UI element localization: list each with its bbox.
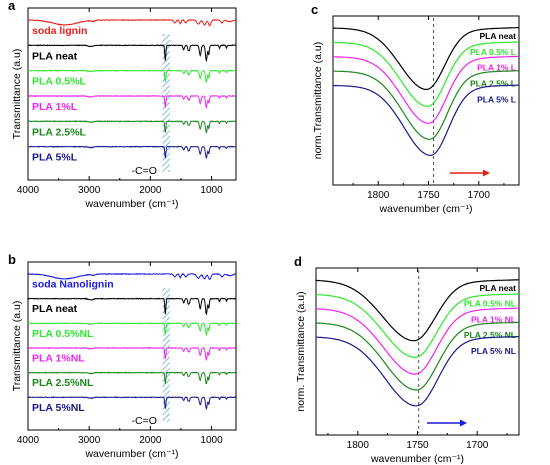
series-label: PLA 5% NL xyxy=(471,346,516,356)
spectrum-line xyxy=(316,293,519,358)
spectrum-line xyxy=(316,336,519,407)
spectrum-line xyxy=(27,272,237,280)
y-axis-label: Transmittance (a.u) xyxy=(11,49,23,140)
plot-frame xyxy=(332,15,520,186)
series-label: PLA 0.5% NL xyxy=(464,299,516,309)
spectrum-line xyxy=(333,27,519,90)
panel-letter: b xyxy=(8,252,16,267)
shift-arrow-head xyxy=(483,169,490,177)
series-label: PLA neat xyxy=(32,303,78,315)
x-axis-label: wavenumber (cm⁻¹) xyxy=(84,198,178,210)
series-label: PLA neat xyxy=(32,50,78,62)
plot-frame xyxy=(27,7,237,181)
panel-a: 4000 3000 2000 1000 soda lignin PLA neat PLA 0… xyxy=(8,0,237,210)
spectrum-line xyxy=(333,55,520,124)
plot-frame xyxy=(27,261,237,431)
panel-b: 4000 3000 2000 1000 soda Nanolignin PLA neat P… xyxy=(8,252,237,460)
spectrum-line xyxy=(27,18,236,27)
series-label: PLA 2.5% L xyxy=(470,79,516,89)
x-axis-label: wavenumber (cm⁻¹) xyxy=(378,203,472,215)
series-label: PLA 5% L xyxy=(477,94,516,104)
spectrum-line xyxy=(27,396,237,411)
y-axis-label: norm.Transmittance (a.u) xyxy=(312,42,324,159)
x-tick-label: 1700 xyxy=(468,190,491,201)
x-tick-label: 1000 xyxy=(200,435,223,446)
y-axis-label: norm. Transmittance (a.u) xyxy=(295,291,307,411)
panel-letter: d xyxy=(294,254,302,269)
spectrum-line xyxy=(315,321,519,391)
series-label: PLA neat xyxy=(479,283,516,293)
spectrum-line xyxy=(315,279,519,342)
series-label: PLA 1% L xyxy=(477,63,516,73)
spectrum-line xyxy=(28,297,236,316)
series-label: soda Nanolignin xyxy=(32,279,114,291)
x-tick-label: 3000 xyxy=(78,435,101,446)
series-label: PLA 2.5% NL xyxy=(464,330,516,340)
spectrum-line xyxy=(27,145,236,159)
panel-d: 1800 1750 1700 PLA neat PLA 0.5% NL PLA 1% NL… xyxy=(294,254,520,465)
series-label: PLA 5%NL xyxy=(32,402,85,414)
panel-c: 1800 1750 1700 PLA neat PLA 0.5% L PLA 1% L PL… xyxy=(311,2,520,215)
x-tick-label: 4000 xyxy=(17,435,40,446)
x-tick-label: 1700 xyxy=(466,440,489,451)
spectrum-line xyxy=(27,346,237,362)
series-label: PLA 1%NL xyxy=(32,353,85,365)
series-label: PLA 2.5%NL xyxy=(32,377,94,389)
spectrum-line xyxy=(27,371,237,385)
shift-arrow-head xyxy=(460,419,467,427)
x-axis-label: wavenumber (cm⁻¹) xyxy=(84,448,178,460)
series-label: PLA 5%L xyxy=(32,152,78,164)
series-label: PLA 1%L xyxy=(32,101,78,113)
x-tick-label: 1800 xyxy=(347,440,370,451)
series-label: PLA 0.5%L xyxy=(32,76,86,88)
x-axis-label: wavenumber (cm⁻¹) xyxy=(370,453,464,465)
carbonyl-annotation: -C=O xyxy=(132,415,157,427)
spectrum-line xyxy=(333,84,519,157)
x-tick-label: 1750 xyxy=(406,440,429,451)
spectrum-line xyxy=(27,94,237,110)
x-tick-label: 2000 xyxy=(139,435,162,446)
series-label: PLA 0.5% L xyxy=(470,47,516,57)
spectrum-line xyxy=(333,41,519,107)
series-label: PLA 0.5%NL xyxy=(32,328,94,340)
series-label: PLA 1% NL xyxy=(471,314,516,324)
spectrum-line xyxy=(27,69,236,83)
carbonyl-annotation: -C=O xyxy=(132,165,157,177)
x-tick-label: 1000 xyxy=(200,185,223,196)
spectrum-line xyxy=(27,120,237,134)
spectrum-line xyxy=(333,70,519,140)
x-tick-label: 2000 xyxy=(139,185,162,196)
series-label: PLA 2.5%L xyxy=(32,126,86,138)
spectrum-line xyxy=(27,44,237,63)
x-tick-label: 3000 xyxy=(78,185,101,196)
x-tick-label: 1800 xyxy=(367,190,390,201)
x-tick-label: 4000 xyxy=(17,185,40,196)
series-label: PLA neat xyxy=(479,31,516,41)
y-axis-label: Transmittance (a.u) xyxy=(11,301,23,392)
spectrum-line xyxy=(316,307,519,375)
panel-letter: a xyxy=(8,0,16,13)
x-tick-label: 1750 xyxy=(417,190,440,201)
series-label: soda lignin xyxy=(32,25,87,37)
spectrum-line xyxy=(27,322,236,337)
panel-letter: c xyxy=(311,2,318,17)
